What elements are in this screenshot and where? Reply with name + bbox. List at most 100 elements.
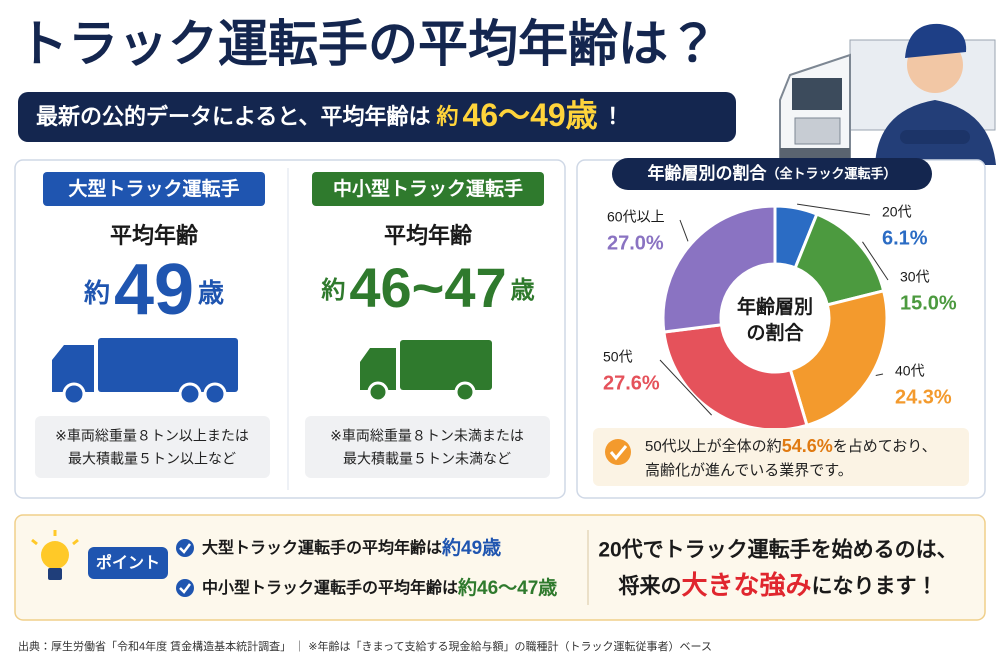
truck-wheel — [454, 381, 476, 403]
bulb-base — [48, 568, 62, 580]
card-note: ※車両総重量８トン以上または — [55, 428, 249, 444]
chart-title-bg — [612, 158, 932, 190]
slice-category: 30代 — [900, 269, 930, 285]
banner-approx: 約 — [435, 104, 458, 129]
truck-wheel — [178, 382, 202, 406]
card-approx: 約 — [320, 276, 345, 304]
slice-category: 60代以上 — [607, 209, 665, 225]
card-note-bg — [305, 416, 550, 478]
banner-lead: 最新の公的データによると、平均年齢は — [36, 104, 430, 129]
message-highlight: 大きな強み — [681, 570, 811, 600]
check-icon — [605, 439, 631, 465]
truck-wheel — [367, 381, 389, 403]
leader-line — [862, 241, 889, 281]
card-note: 最大積載量５トン未満など — [343, 451, 511, 467]
bulb-ray — [31, 538, 38, 546]
leader-line — [797, 203, 871, 216]
card-label: 大型トラック運転手 — [68, 177, 239, 200]
truck-icon — [360, 340, 492, 403]
card-note: ※車両総重量８トン未満または — [330, 428, 524, 444]
point-item-highlight: 約46〜47歳 — [457, 576, 557, 599]
insight-after: を占めており、 — [833, 438, 937, 455]
card-age: 約46~47 歳 — [320, 256, 534, 319]
donut-slice — [661, 204, 777, 334]
card-unit: 歳 — [511, 276, 535, 304]
donut-center-label: 年齢層別 — [737, 295, 813, 318]
slice-category: 50代 — [603, 349, 633, 365]
bulb — [41, 541, 69, 569]
chart-title: 年齢層別の割合 — [647, 163, 767, 183]
truck-cab-icon — [52, 345, 94, 392]
chart-subtitle: （全トラック運転手） — [766, 166, 896, 181]
truck-cab-icon — [360, 348, 396, 390]
banner-range: 46〜49歳 — [462, 97, 597, 133]
truck-wheel — [203, 382, 227, 406]
windshield — [792, 78, 842, 110]
chart-title-text: 年齢層別の割合（全トラック運転手） — [647, 163, 896, 183]
banner-text: 最新の公的データによると、平均年齢は約 46〜49歳！ — [36, 97, 624, 133]
insight-box — [593, 428, 969, 486]
slice-value-label: 24.3% — [895, 386, 952, 408]
card-unit: 歳 — [198, 278, 224, 308]
card-approx: 約 — [83, 278, 110, 308]
point-box — [14, 514, 986, 621]
leader-line — [679, 219, 689, 242]
point-item-text: 中小型トラック運転手の平均年齢は — [202, 578, 458, 597]
card-label: 中小型トラック運転手 — [333, 177, 523, 200]
truck-cargo — [98, 338, 238, 392]
card-label-bg — [43, 172, 265, 206]
check-icon — [176, 539, 194, 557]
point-label-bg — [88, 547, 168, 579]
card-label-bg — [312, 172, 544, 206]
donut-slice — [662, 323, 809, 432]
insight-highlight: 54.6% — [782, 436, 833, 456]
bulb-icon — [31, 530, 79, 580]
insight-line: 50代以上が全体の約54.6%を占めており、 — [645, 436, 937, 456]
check-mark — [179, 543, 191, 554]
card-age-value: 49 — [114, 250, 194, 330]
message-before: 将来の — [618, 574, 681, 598]
banner — [18, 92, 736, 142]
slice-category: 20代 — [882, 204, 912, 220]
card-note: 最大積載量５トン以上など — [68, 451, 236, 467]
insight-before: 50代以上が全体の約 — [645, 438, 782, 455]
driver-cap — [905, 23, 967, 58]
check-mark — [609, 445, 628, 461]
driver-arms — [900, 130, 970, 144]
donut-chart: 20代 6.1% 30代 15.0% 40代 24.3% 50代 27.6% 60代以上 27.0… — [603, 203, 957, 432]
card-age-value: 46~47 — [349, 256, 506, 319]
check-icon — [176, 579, 194, 597]
truck-cargo — [400, 340, 492, 390]
insight-line: 高齢化が進んでいる業界です。 — [645, 462, 853, 479]
card-age: 約49 歳 — [83, 250, 224, 330]
message-after: になります！ — [812, 575, 938, 598]
banner-end: ！ — [602, 104, 624, 129]
card-heading: 平均年齢 — [110, 223, 198, 248]
slice-value-label: 27.0% — [607, 232, 664, 254]
card-heading: 平均年齢 — [384, 223, 472, 248]
point-item: 中小型トラック運転手の平均年齢は約46〜47歳 — [202, 576, 557, 599]
card-note-bg — [35, 416, 270, 478]
truck-icon — [52, 338, 238, 406]
point-item-text: 大型トラック運転手の平均年齢は — [202, 538, 442, 557]
donut-center-label: の割合 — [746, 321, 804, 344]
slice-value-label: 6.1% — [882, 227, 928, 249]
slice-value-label: 15.0% — [900, 292, 957, 314]
point-message: 20代でトラック運転手を始めるのは、 — [598, 538, 957, 562]
leader-line — [875, 373, 884, 376]
donut-slice — [788, 289, 889, 428]
slice-value-label: 27.6% — [603, 372, 660, 394]
point-label: ポイント — [96, 553, 160, 572]
check-mark — [179, 583, 191, 594]
averages-panel — [14, 159, 566, 499]
slice-category: 40代 — [895, 363, 925, 379]
point-message: 将来の大きな強みになります！ — [618, 570, 937, 600]
leader-line — [659, 359, 712, 416]
point-item-highlight: 約49歳 — [441, 536, 501, 559]
point-item: 大型トラック運転手の平均年齢は約49歳 — [202, 536, 501, 559]
grille — [794, 117, 841, 145]
title: トラック運転手の平均年齢は？ — [18, 16, 718, 72]
truck-wheel — [62, 382, 86, 406]
source: 出典：厚生労働省「令和4年度 賃金構造基本統計調査」 ｜ ※年齢は「きまって支給… — [18, 639, 712, 653]
